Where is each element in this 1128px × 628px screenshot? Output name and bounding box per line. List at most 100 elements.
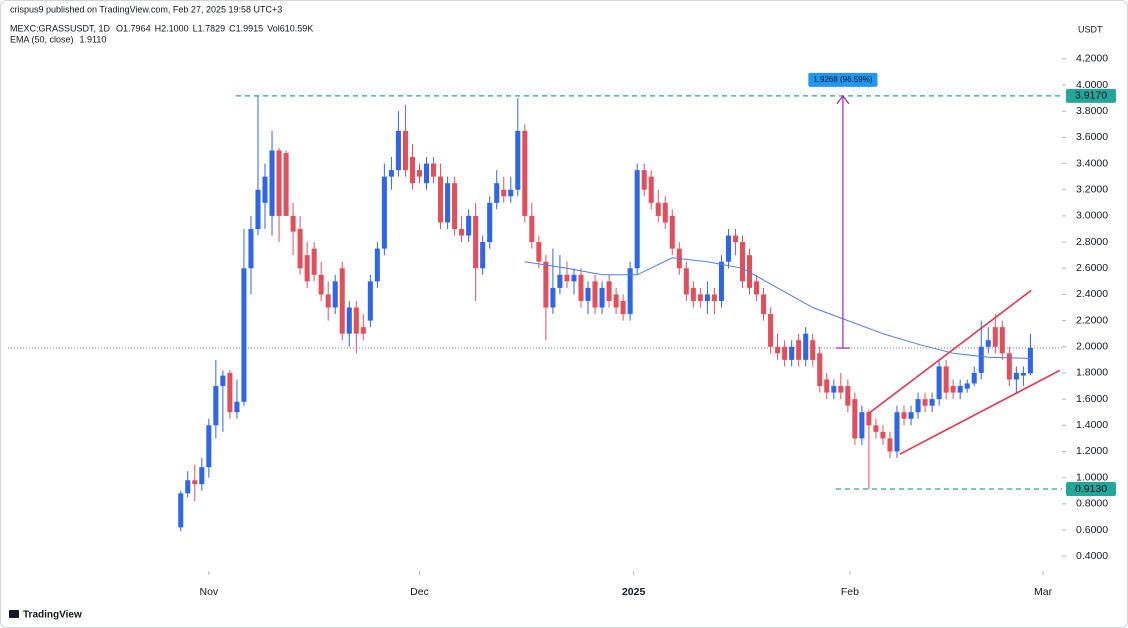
y-tick-label: 4.2000 (1076, 53, 1108, 65)
y-tick-label: 2.8000 (1076, 236, 1108, 248)
candle-body (459, 228, 465, 236)
candle-body (957, 386, 963, 393)
y-tick-label: 1.2000 (1076, 445, 1108, 457)
candle-body (606, 281, 612, 301)
candle-body (325, 294, 331, 308)
candle-body (487, 202, 493, 243)
channel-line (869, 289, 1032, 414)
y-tick-label: 1.8000 (1076, 367, 1108, 379)
candle-body (374, 248, 380, 282)
candle-body (739, 242, 746, 282)
y-tick-label: 0.8000 (1076, 498, 1108, 510)
y-tick-label: 1.4000 (1076, 419, 1108, 431)
ema-name: EMA (50, close) (10, 34, 74, 44)
measure-arrowhead (836, 94, 850, 105)
y-tick-label: 0.4000 (1076, 550, 1108, 562)
level-price-box (1066, 88, 1116, 103)
candle-body (501, 189, 507, 197)
candle-body (515, 130, 521, 190)
y-tick-label: 2.6000 (1076, 262, 1108, 274)
ohlc-key: O (116, 23, 123, 33)
y-tick-label: 0.6000 (1076, 524, 1108, 536)
candle-body (395, 130, 401, 171)
candle-body (754, 281, 760, 295)
candle-body (416, 170, 423, 177)
candle-body (332, 281, 338, 308)
y-tick-label: 4.0000 (1076, 79, 1108, 91)
candle-body (452, 183, 458, 229)
candle-body (810, 340, 816, 360)
candle-body (571, 274, 577, 282)
y-tick-label: 2.4000 (1076, 288, 1108, 300)
candle-body (922, 399, 928, 406)
candle-body (402, 130, 408, 171)
candle-body (704, 294, 710, 301)
candle-body (381, 176, 387, 249)
candle-body (732, 235, 739, 243)
candle-body (353, 307, 359, 334)
candle-body (536, 242, 542, 262)
y-tick-label: 3.8000 (1076, 105, 1108, 117)
candle-body (346, 307, 352, 334)
candle-body (388, 170, 394, 177)
candle-body (746, 255, 753, 288)
candle-body (950, 386, 956, 393)
candle-body (803, 333, 809, 360)
candle-body (845, 386, 851, 406)
candle-body (936, 366, 942, 400)
candle-body (634, 170, 640, 269)
candle-body (438, 176, 444, 223)
y-tick-label: 3.2000 (1076, 184, 1108, 196)
channel-line (899, 369, 1061, 455)
candle-body (817, 353, 823, 387)
candle-body (564, 274, 570, 282)
candle-body (599, 287, 605, 308)
candle-body (887, 438, 893, 452)
candle-body (311, 248, 317, 275)
candle-body (775, 346, 781, 354)
measure-label: 1.9268 (96.59%) (813, 75, 872, 84)
candle-body (620, 300, 626, 315)
candle-body (901, 412, 907, 419)
candle-body (824, 379, 830, 393)
y-tick-label: 1.0000 (1076, 471, 1108, 483)
candle-body (789, 346, 795, 360)
candle-body (915, 399, 921, 413)
candle-body (529, 215, 535, 243)
candle-body (431, 163, 437, 177)
x-tick-label: Dec (410, 586, 429, 598)
candle-body (613, 294, 619, 308)
candle-body (522, 130, 528, 216)
candle-body (992, 327, 998, 347)
candle-body (473, 215, 479, 269)
candle-body (880, 431, 886, 439)
ohlc-value: 1.7964 (123, 23, 151, 33)
candle-body (648, 176, 654, 203)
candle-body (718, 261, 724, 301)
candle-body (683, 268, 689, 295)
logo-icon (9, 610, 19, 618)
level-price-label: 3.9170 (1075, 90, 1107, 102)
candle-body (985, 340, 991, 347)
y-tick-label: 1.6000 (1076, 393, 1108, 405)
candle-body (255, 189, 261, 229)
ohlc-value: 1.9915 (236, 23, 264, 33)
candle-body (262, 176, 268, 203)
candle-body (206, 425, 212, 468)
candle-body (662, 202, 668, 223)
candle-body (543, 261, 549, 308)
ohlc-key: L (193, 23, 198, 33)
candle-body (227, 372, 233, 413)
candle-body (269, 150, 275, 216)
y-tick-label: 2.0000 (1076, 341, 1108, 353)
candle-body (929, 399, 935, 406)
ema-line (524, 257, 1031, 359)
brand-logo (9, 610, 19, 618)
candle-body (304, 255, 310, 282)
candle-body (943, 366, 949, 393)
level-price-box (1066, 482, 1116, 497)
candle-body (999, 327, 1005, 354)
